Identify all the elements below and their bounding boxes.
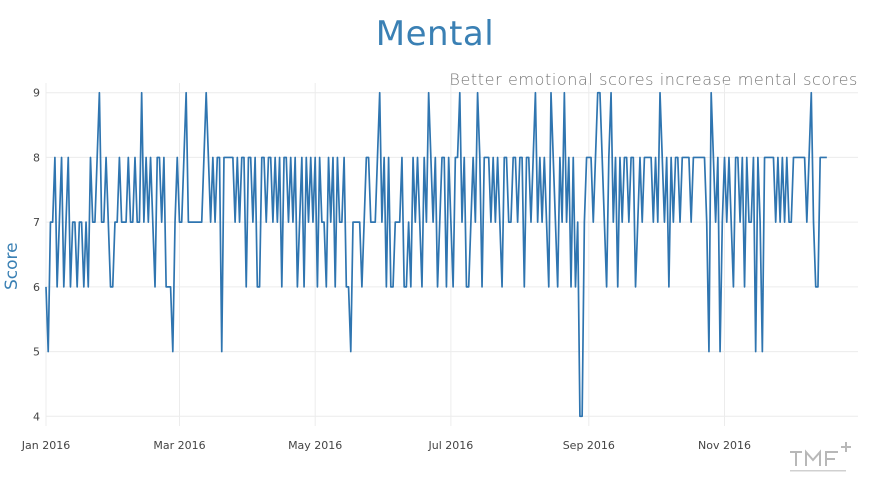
grid-lines xyxy=(45,83,858,426)
x-tick-label: Nov 2016 xyxy=(698,439,751,452)
x-tick-label: Sep 2016 xyxy=(563,439,615,452)
x-tick-label: Jul 2016 xyxy=(428,439,474,452)
x-tick-labels: Jan 2016 Mar 2016 May 2016 Jul 2016 Sep 2016… xyxy=(21,439,751,452)
chart-title: Mental xyxy=(375,14,495,54)
y-tick-label: 5 xyxy=(33,346,40,359)
y-tick-label: 9 xyxy=(33,87,40,100)
x-tick-label: Mar 2016 xyxy=(153,439,205,452)
y-tick-label: 7 xyxy=(33,216,40,229)
brand-logo xyxy=(790,442,851,472)
x-tick-label: May 2016 xyxy=(288,439,342,452)
x-tick-label: Jan 2016 xyxy=(21,439,70,452)
y-tick-label: 4 xyxy=(33,410,40,423)
series-line xyxy=(45,91,827,418)
y-tick-label: 6 xyxy=(33,281,40,294)
y-tick-label: 8 xyxy=(33,151,40,164)
y-tick-labels: 4 5 6 7 8 9 xyxy=(33,87,40,424)
chart-subtitle: Better emotional scores increase mental … xyxy=(449,70,858,89)
